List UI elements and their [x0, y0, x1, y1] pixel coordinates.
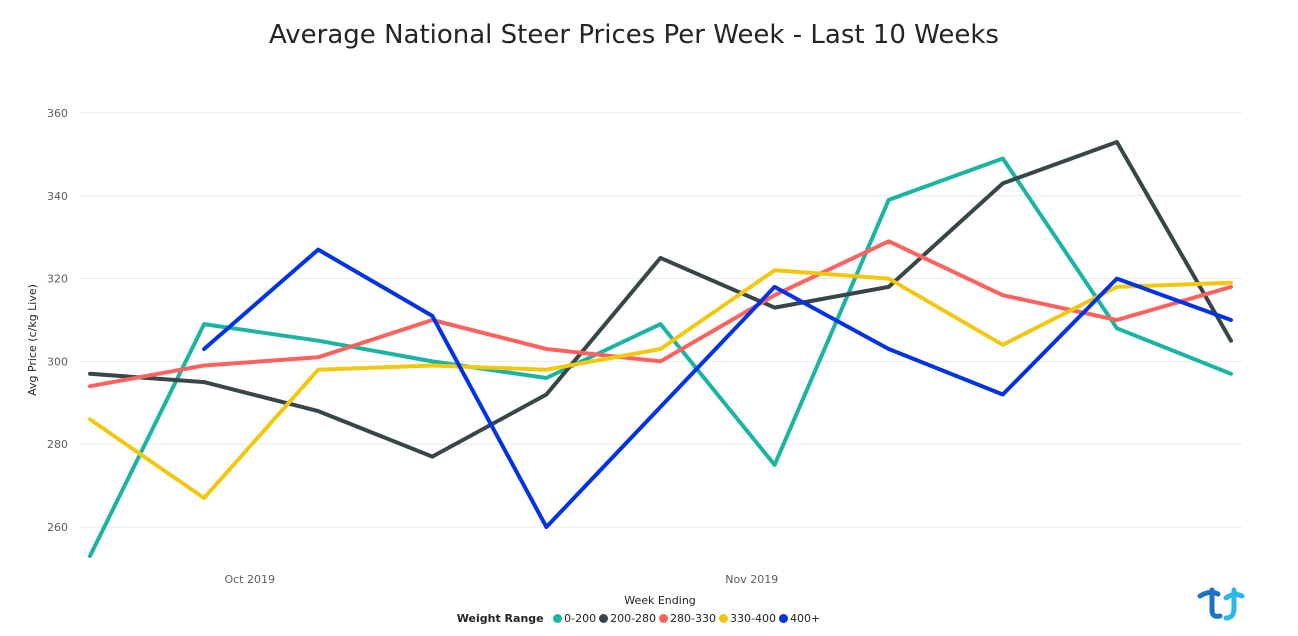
chart-plot: 260 280 300 320 340 360 Oct 2019 Nov 2019 Avg …: [26, 107, 1242, 607]
legend-item[interactable]: 280-330: [659, 612, 716, 625]
x-tick-label: Oct 2019: [224, 573, 275, 586]
chart-title: Average National Steer Prices Per Week -…: [269, 20, 999, 50]
y-tick-label: 300: [47, 355, 68, 368]
series-line-400+: [202, 247, 1233, 529]
y-tick-label: 320: [47, 273, 68, 286]
legend: Weight Range 0-200 200-280 280-330 330-400 4…: [0, 612, 1280, 625]
legend-item[interactable]: 0-200: [553, 612, 596, 625]
y-tick-label: 280: [47, 438, 68, 451]
series-line-0-200: [88, 156, 1233, 558]
legend-item[interactable]: 330-400: [719, 612, 776, 625]
y-axis-ticks: 260 280 300 320 340 360: [47, 107, 68, 534]
y-axis-title: Avg Price (c/kg Live): [26, 284, 39, 396]
series-line-280-330: [88, 239, 1233, 389]
legend-item[interactable]: 200-280: [599, 612, 656, 625]
legend-item[interactable]: 400+: [778, 612, 821, 625]
x-axis-ticks: Oct 2019 Nov 2019: [224, 573, 778, 586]
brand-logo-icon: [1196, 586, 1248, 626]
legend-label: 330-400: [730, 612, 776, 625]
y-tick-label: 340: [47, 190, 68, 203]
legend-label: 200-280: [610, 612, 657, 625]
x-axis-title: Week Ending: [624, 594, 696, 607]
legend-items: 0-200 200-280 280-330 330-400 400+: [553, 612, 823, 625]
legend-dot-icon: [778, 614, 788, 623]
y-tick-label: 260: [47, 521, 68, 534]
legend-label: 400+: [789, 612, 821, 625]
series-line-200-280: [88, 140, 1233, 459]
legend-dot-icon: [719, 614, 729, 623]
legend-title: Weight Range: [456, 612, 544, 625]
legend-label: 0-200: [564, 612, 597, 625]
gridlines: [80, 112, 1242, 528]
series-line-330-400: [88, 268, 1233, 500]
legend-label: 280-330: [670, 612, 717, 625]
legend-dot-icon: [599, 614, 609, 623]
x-tick-label: Nov 2019: [725, 573, 778, 586]
legend-dot-icon: [659, 614, 669, 623]
legend-dot-icon: [553, 614, 563, 623]
y-tick-label: 360: [47, 107, 68, 120]
series-lines: [88, 140, 1233, 558]
